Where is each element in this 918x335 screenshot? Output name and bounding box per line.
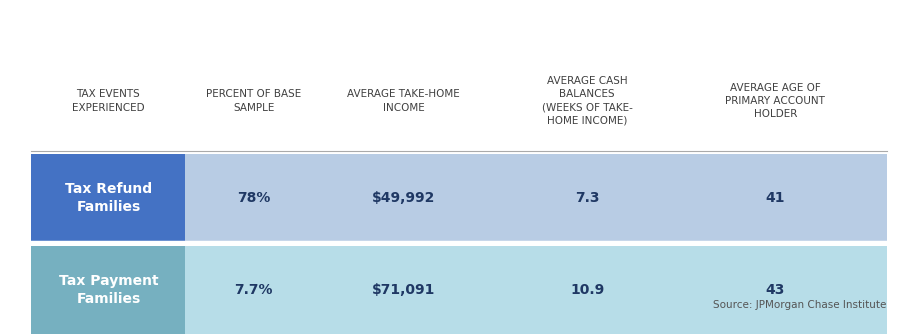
Text: 10.9: 10.9 — [570, 283, 604, 297]
FancyBboxPatch shape — [31, 246, 887, 334]
Text: 7.3: 7.3 — [575, 191, 599, 205]
Text: Tax Refund
Families: Tax Refund Families — [65, 182, 152, 214]
FancyBboxPatch shape — [31, 154, 887, 242]
Text: 7.7%: 7.7% — [234, 283, 273, 297]
Text: AVERAGE TAKE-HOME
INCOME: AVERAGE TAKE-HOME INCOME — [347, 89, 460, 113]
Text: Tax Payment
Families: Tax Payment Families — [59, 274, 158, 306]
Text: PERCENT OF BASE
SAMPLE: PERCENT OF BASE SAMPLE — [207, 89, 301, 113]
Text: $49,992: $49,992 — [372, 191, 435, 205]
FancyBboxPatch shape — [31, 246, 185, 334]
FancyBboxPatch shape — [31, 154, 185, 242]
Text: AVERAGE CASH
BALANCES
(WEEKS OF TAKE-
HOME INCOME): AVERAGE CASH BALANCES (WEEKS OF TAKE- HO… — [542, 76, 633, 126]
Text: Source: JPMorgan Chase Institute: Source: JPMorgan Chase Institute — [713, 300, 887, 311]
Text: 78%: 78% — [237, 191, 271, 205]
Text: 41: 41 — [766, 191, 785, 205]
Text: AVERAGE AGE OF
PRIMARY ACCOUNT
HOLDER: AVERAGE AGE OF PRIMARY ACCOUNT HOLDER — [725, 83, 825, 119]
Text: $71,091: $71,091 — [372, 283, 435, 297]
Text: TAX EVENTS
EXPERIENCED: TAX EVENTS EXPERIENCED — [73, 89, 145, 113]
Text: 43: 43 — [766, 283, 785, 297]
